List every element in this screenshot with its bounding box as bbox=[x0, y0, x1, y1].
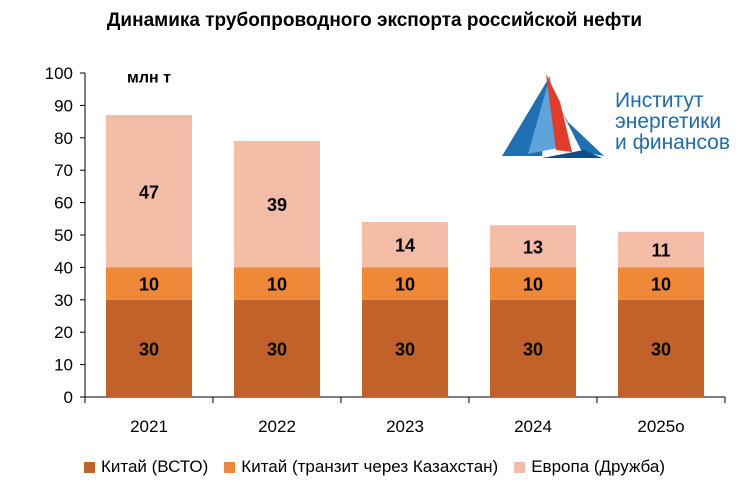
logo-line-1: Институт bbox=[615, 89, 704, 112]
data-label: 10 bbox=[523, 275, 543, 295]
bar-segment bbox=[362, 299, 448, 397]
y-tick-label: 10 bbox=[54, 356, 73, 375]
bar-segment bbox=[234, 141, 320, 268]
x-tick-label: 2023 bbox=[386, 417, 424, 436]
logo-text: Институт энергетики и финансов bbox=[615, 90, 730, 153]
y-tick-label: 60 bbox=[54, 194, 73, 213]
x-tick-label: 2024 bbox=[514, 417, 552, 436]
data-label: 11 bbox=[651, 241, 670, 261]
legend: Китай (ВСТО) Китай (транзит через Казахст… bbox=[0, 457, 749, 477]
y-tick-label: 20 bbox=[54, 323, 73, 342]
data-label: 30 bbox=[395, 339, 415, 359]
bar-segment bbox=[362, 267, 448, 300]
y-tick-label: 0 bbox=[64, 388, 73, 407]
x-tick-label: 2022 bbox=[258, 417, 296, 436]
bar-segment bbox=[106, 267, 192, 300]
x-axis: 2021 2022 2023 2024 2025о bbox=[84, 396, 726, 436]
legend-label: Китай (транзит через Казахстан) bbox=[241, 457, 499, 476]
bar-segment bbox=[490, 299, 576, 397]
y-tick-label: 90 bbox=[54, 96, 73, 115]
data-label: 10 bbox=[651, 275, 671, 295]
bar-segment bbox=[106, 115, 192, 268]
legend-swatch bbox=[224, 461, 236, 473]
bar-segment bbox=[618, 231, 704, 268]
bar-segment bbox=[234, 299, 320, 397]
logo-line-3: и финансов bbox=[615, 131, 731, 154]
y-tick-label: 80 bbox=[54, 129, 73, 148]
bars bbox=[106, 115, 704, 397]
legend-item: Китай (транзит через Казахстан) bbox=[224, 457, 498, 477]
bar-segment bbox=[490, 267, 576, 300]
bar-segment bbox=[618, 267, 704, 300]
data-label: 30 bbox=[651, 339, 671, 359]
y-tick-label: 100 bbox=[45, 64, 73, 83]
data-label: 30 bbox=[523, 339, 543, 359]
legend-swatch bbox=[514, 461, 526, 473]
legend-item: Европа (Дружба) bbox=[514, 457, 665, 477]
data-label: 30 bbox=[139, 339, 159, 359]
x-tick-label: 2025о bbox=[637, 417, 684, 436]
y-axis: 0 10 20 30 40 50 60 70 80 90 100 bbox=[45, 64, 86, 407]
chart-title: Динамика трубопроводного экспорта россий… bbox=[106, 10, 643, 31]
y-tick-label: 30 bbox=[54, 291, 73, 310]
data-label: 10 bbox=[267, 275, 287, 295]
data-label: 10 bbox=[395, 275, 415, 295]
legend-swatch bbox=[83, 461, 95, 473]
bar-segment bbox=[490, 225, 576, 268]
data-label: 10 bbox=[139, 275, 159, 295]
y-tick-label: 70 bbox=[54, 161, 73, 180]
data-label: 30 bbox=[267, 339, 287, 359]
legend-item: Китай (ВСТО) bbox=[83, 457, 209, 477]
y-tick-label: 40 bbox=[54, 258, 73, 277]
bar-segment bbox=[106, 299, 192, 397]
logo-line-2: энергетики bbox=[615, 110, 722, 133]
unit-label: млн т bbox=[127, 70, 171, 87]
bar-segment bbox=[234, 267, 320, 300]
logo-emblem-icon bbox=[502, 74, 604, 158]
legend-label: Европа (Дружба) bbox=[531, 457, 666, 476]
data-label: 14 bbox=[395, 236, 415, 256]
x-tick-label: 2021 bbox=[130, 417, 168, 436]
bar-segment bbox=[362, 222, 448, 268]
data-label: 39 bbox=[267, 195, 287, 215]
legend-label: Китай (ВСТО) bbox=[100, 457, 209, 476]
logo: Институт энергетики и финансов bbox=[498, 68, 749, 163]
data-label: 47 bbox=[139, 182, 159, 202]
data-label: 13 bbox=[523, 237, 543, 257]
y-tick-label: 50 bbox=[54, 226, 73, 245]
bar-segment bbox=[618, 299, 704, 397]
bar-labels: 30 10 47 30 10 39 30 10 14 30 10 13 30 10 11 bbox=[139, 182, 671, 359]
